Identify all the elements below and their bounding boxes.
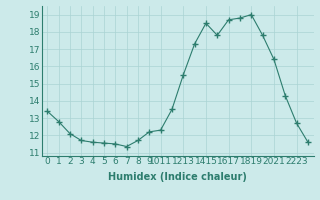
X-axis label: Humidex (Indice chaleur): Humidex (Indice chaleur)	[108, 172, 247, 182]
